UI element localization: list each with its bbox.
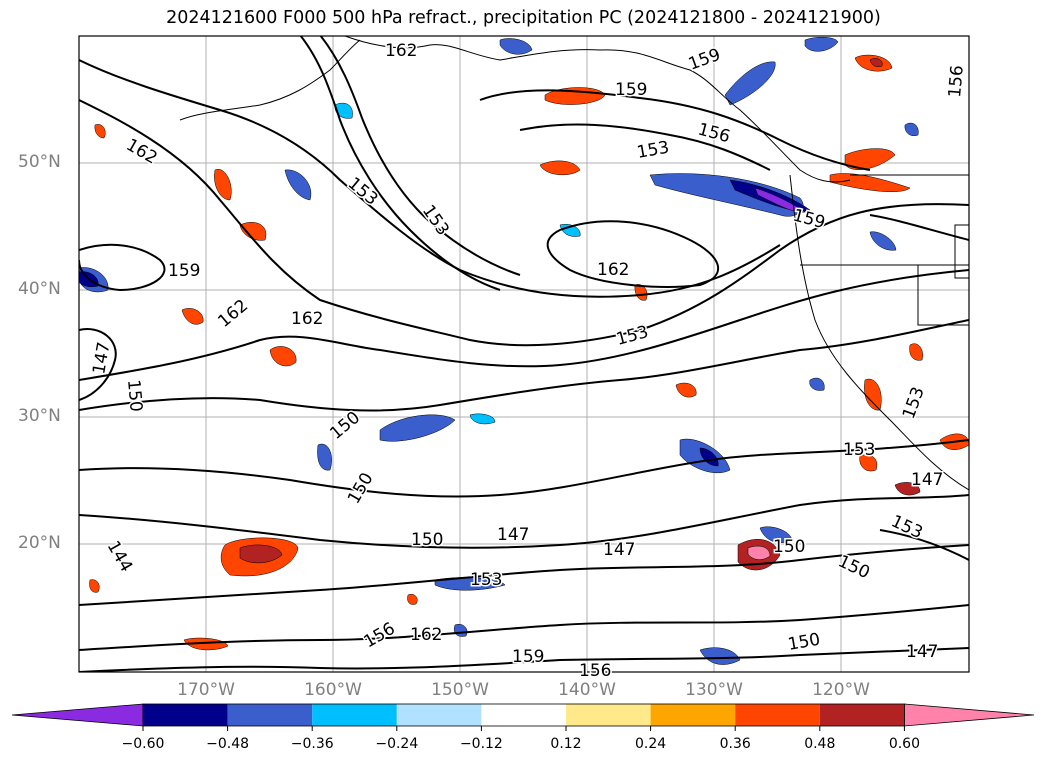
colorbar-segment — [481, 704, 566, 726]
colorbar-ticks: −0.60 −0.48 −0.36 −0.24 −0.12 0.12 0.24 0.36 0.4… — [122, 726, 920, 752]
colorbar-tick-label: −0.36 — [291, 736, 334, 752]
colorbar-tick-label: 0.24 — [635, 736, 666, 752]
contour-label: 162 — [597, 260, 629, 280]
colorbar-segment — [312, 704, 397, 726]
precip-positive — [89, 54, 969, 651]
colorbar-tick-label: 0.48 — [804, 736, 835, 752]
colorbar-segments — [11, 703, 1035, 727]
colorbar-segment — [227, 704, 313, 726]
refractivity-contours — [79, 36, 969, 672]
colorbar-segment — [735, 704, 820, 726]
colorbar-tick-label: 0.60 — [889, 736, 920, 752]
colorbar-tick-label: −0.48 — [206, 736, 249, 752]
contour-label: 147 — [906, 642, 938, 662]
lon-label-150w: 150°W — [431, 680, 489, 700]
colorbar-tick-label: −0.60 — [122, 736, 165, 752]
colorbar-tick-label: −0.12 — [460, 736, 503, 752]
colorbar-extend-max — [904, 703, 1035, 727]
lon-label-160w: 160°W — [304, 680, 362, 700]
colorbar-tick-label: 0.36 — [720, 736, 751, 752]
contour-label: 150 — [123, 379, 146, 413]
colorbar-extend-min — [11, 703, 144, 727]
lat-label-50n: 50°N — [18, 152, 61, 172]
contour-label: 159 — [512, 647, 544, 667]
colorbar-segment — [566, 704, 651, 726]
contour-label: 153 — [470, 570, 502, 590]
contour-label: 162 — [291, 309, 323, 329]
contour-label: 156 — [945, 64, 968, 98]
contour-label: 156 — [579, 661, 611, 681]
contour-label: 147 — [497, 525, 529, 545]
colorbar-tick-label: 0.12 — [550, 736, 581, 752]
colorbar-tick-label: −0.24 — [375, 736, 418, 752]
colorbar-segment — [650, 704, 736, 726]
contour-label: 153 — [843, 440, 875, 460]
contour-label: 159 — [168, 261, 200, 281]
lat-label-20n: 20°N — [18, 533, 61, 553]
contour-label: 147 — [603, 540, 635, 560]
colorbar-frame — [142, 703, 905, 727]
contour-label: 159 — [615, 80, 647, 100]
contour-label: 162 — [385, 41, 417, 61]
precip-negative — [79, 37, 919, 665]
colorbar-segment — [143, 704, 228, 726]
map-frame — [78, 35, 970, 673]
lat-label-40n: 40°N — [18, 279, 61, 299]
coastlines — [179, 36, 969, 491]
colorbar-segment — [396, 704, 482, 726]
contour-label: 162 — [410, 625, 442, 645]
lon-label-170w: 170°W — [177, 680, 235, 700]
map-panel: 162 162 159 156 153 159 156 162 153 159 162 147 150 1… — [78, 35, 970, 683]
map-title: 2024121600 F000 500 hPa refract., precip… — [166, 8, 881, 28]
lon-label-140w: 140°W — [558, 680, 616, 700]
lat-label-30n: 30°N — [18, 406, 61, 426]
contour-label: 150 — [411, 530, 443, 550]
contour-label: 150 — [773, 537, 805, 557]
colorbar-segment — [819, 704, 905, 726]
lon-label-120w: 120°W — [812, 680, 870, 700]
lon-label-130w: 130°W — [685, 680, 743, 700]
contour-label: 147 — [911, 470, 943, 490]
